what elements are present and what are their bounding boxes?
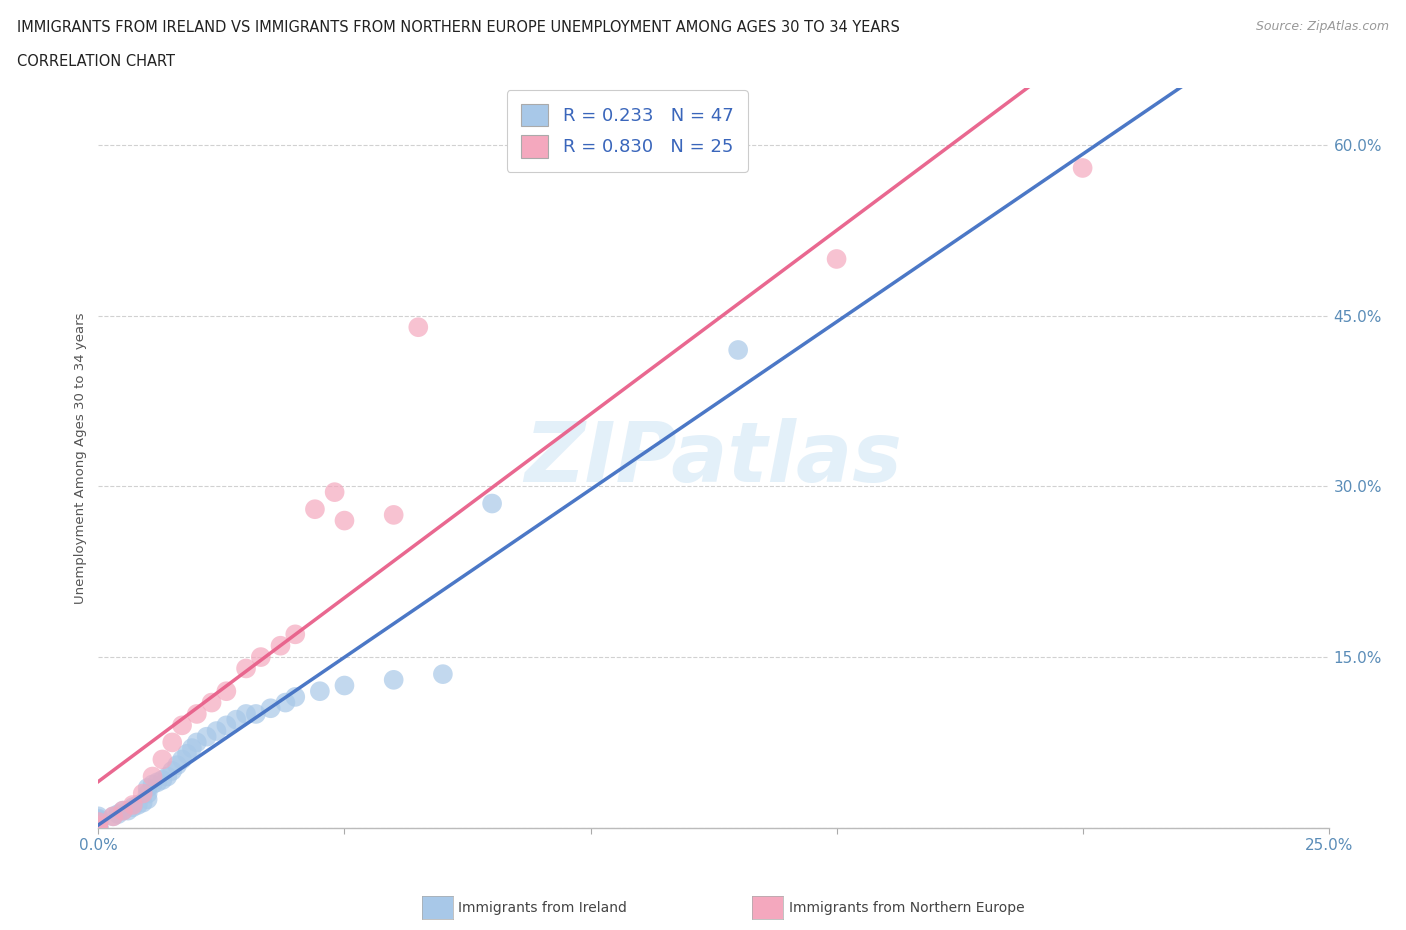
Point (225, 712, 247, 727)
Point (87, 820, 110, 835)
Point (87, 809, 110, 824)
Point (172, 718, 194, 733)
Point (205, 724, 228, 738)
Point (201, 695, 224, 710)
Point (103, 809, 125, 824)
Point (284, 689, 307, 704)
Point (87, 820, 110, 835)
Point (195, 729, 218, 744)
Point (141, 769, 165, 784)
Point (87, 815, 110, 830)
Text: Immigrants from Northern Europe: Immigrants from Northern Europe (789, 900, 1025, 915)
Point (323, 485, 346, 499)
Point (87, 811, 110, 826)
Point (215, 718, 238, 733)
Point (481, 496, 503, 511)
Point (162, 764, 183, 778)
Point (176, 746, 198, 761)
Point (87, 820, 110, 835)
Point (245, 707, 267, 722)
Point (382, 508, 405, 523)
Point (727, 342, 749, 357)
Point (408, 320, 430, 335)
Y-axis label: Unemployment Among Ages 30 to 34 years: Unemployment Among Ages 30 to 34 years (75, 312, 87, 604)
Text: Source: ZipAtlas.com: Source: ZipAtlas.com (1256, 20, 1389, 33)
Point (136, 791, 159, 806)
Point (146, 775, 169, 790)
Point (122, 800, 145, 815)
Point (309, 684, 332, 698)
Point (87, 820, 110, 835)
Point (162, 735, 183, 750)
Point (156, 769, 179, 784)
Point (112, 804, 135, 818)
Point (180, 740, 204, 755)
Point (186, 735, 208, 750)
Point (117, 804, 139, 818)
Point (382, 672, 405, 687)
Point (166, 758, 188, 773)
Point (136, 780, 159, 795)
Point (107, 806, 129, 821)
Point (172, 752, 194, 767)
Point (152, 773, 174, 788)
Point (215, 684, 238, 698)
Point (270, 638, 292, 653)
Point (87, 818, 110, 833)
Text: Immigrants from Ireland: Immigrants from Ireland (458, 900, 627, 915)
Point (304, 502, 326, 517)
Legend: R = 0.233   N = 47, R = 0.830   N = 25: R = 0.233 N = 47, R = 0.830 N = 25 (506, 90, 748, 172)
Point (141, 777, 165, 792)
Point (235, 661, 257, 676)
Point (250, 650, 273, 665)
Point (112, 804, 135, 818)
Point (103, 809, 125, 824)
Point (1071, 161, 1094, 176)
Point (333, 678, 356, 693)
Point (274, 695, 297, 710)
Point (87, 815, 110, 830)
Point (825, 251, 848, 266)
Point (87, 820, 110, 835)
Point (136, 786, 159, 801)
Point (186, 707, 208, 722)
Point (333, 513, 356, 528)
Point (260, 701, 283, 716)
Point (87, 820, 110, 835)
Point (432, 667, 454, 682)
Text: IMMIGRANTS FROM IRELAND VS IMMIGRANTS FROM NORTHERN EUROPE UNEMPLOYMENT AMONG AG: IMMIGRANTS FROM IRELAND VS IMMIGRANTS FR… (17, 20, 900, 35)
Point (127, 798, 149, 813)
Point (132, 795, 155, 810)
Point (87, 818, 110, 833)
Text: ZIPatlas: ZIPatlas (524, 418, 903, 498)
Point (122, 798, 145, 813)
Point (132, 786, 155, 801)
Text: CORRELATION CHART: CORRELATION CHART (17, 54, 174, 69)
Point (87, 817, 110, 831)
Point (284, 627, 307, 642)
Point (87, 815, 110, 830)
Point (87, 812, 110, 827)
Point (235, 707, 257, 722)
Point (152, 752, 174, 767)
